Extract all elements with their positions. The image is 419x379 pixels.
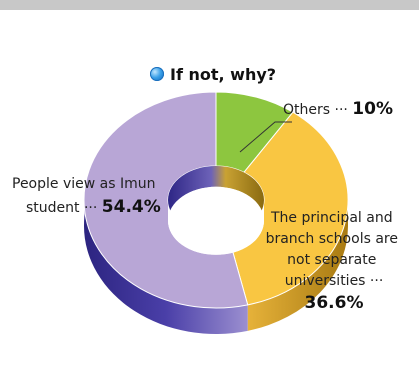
- label-principal-line-1: The principal and: [270, 210, 393, 226]
- label-people: People view as Imun student ··· 54.4%: [12, 176, 161, 217]
- chart-title-text: If not, why?: [170, 64, 277, 84]
- label-people-line-2: student ···: [26, 200, 102, 216]
- label-others: Others ··· 10%: [283, 99, 393, 119]
- label-others-text: Others ···: [283, 102, 352, 118]
- donut-hole-front: [168, 200, 264, 255]
- slice-side-principal: [247, 200, 348, 331]
- label-principal: The principal and branch schools are not…: [266, 210, 403, 289]
- top-divider-bar: [0, 0, 419, 10]
- others-leader-line: [239, 121, 292, 153]
- bullet-icon: [150, 67, 164, 81]
- label-principal-value: 36.6%: [305, 293, 364, 313]
- label-others-value: 10%: [352, 99, 393, 119]
- donut-hole: [168, 166, 264, 255]
- label-people-value: 54.4%: [102, 197, 161, 217]
- label-principal-line-2: branch schools are: [266, 231, 398, 247]
- label-people-line-1: People view as Imun: [12, 176, 156, 192]
- chart-title: If not, why?: [150, 62, 276, 86]
- label-principal-line-3: not separate: [287, 252, 376, 268]
- donut-hole-wall: [168, 166, 264, 221]
- label-principal-line-4: universities ···: [285, 273, 384, 289]
- slice-side-people: [84, 200, 248, 335]
